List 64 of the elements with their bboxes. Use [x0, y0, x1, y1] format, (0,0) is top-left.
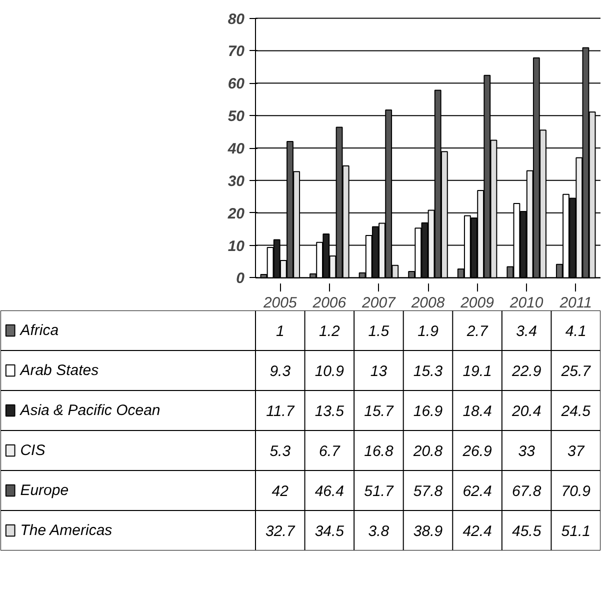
data-label: 15.7: [364, 403, 394, 420]
legend-label: Arab States: [19, 362, 100, 379]
data-label: 9.3: [270, 363, 292, 380]
x-tick-label: 2007: [361, 294, 396, 312]
data-label: 11.7: [266, 403, 295, 420]
data-label: 19.1: [462, 363, 492, 380]
data-label: 20.4: [510, 403, 542, 420]
data-label: 67.8: [512, 483, 542, 500]
data-label: 5.3: [270, 443, 292, 460]
data-label: 62.4: [462, 483, 492, 500]
data-label: 51.1: [561, 523, 590, 540]
x-tick-label: 2010: [508, 294, 544, 312]
legend-label: The Americas: [20, 522, 113, 539]
data-label: 70.9: [561, 483, 592, 500]
data-label: 46.4: [314, 483, 344, 500]
data-label: 22.9: [510, 363, 542, 380]
data-label: 37: [568, 443, 585, 460]
data-label: 57.8: [413, 483, 444, 500]
data-label: 10.9: [314, 363, 345, 380]
y-tick-label: 40: [226, 140, 246, 158]
y-tick-label: 80: [228, 10, 246, 28]
y-tick-label: 70: [228, 43, 246, 60]
data-label: 3.4: [516, 323, 538, 340]
data-label: 13: [370, 363, 388, 380]
legend-label: Asia & Pacific Ocean: [19, 402, 160, 419]
data-label: 32.7: [266, 523, 296, 540]
y-tick-label: 30: [228, 172, 246, 190]
data-label: 33: [518, 443, 536, 460]
data-label: 26.9: [462, 443, 493, 460]
x-tick-label: 2009: [460, 294, 495, 312]
legend-label: Africa: [19, 322, 59, 339]
data-label: 24.5: [560, 403, 592, 420]
data-label: 45.5: [512, 523, 542, 540]
y-tick-label: 0: [236, 270, 246, 288]
x-tick-label: 2011: [558, 294, 592, 312]
data-label: 51.7: [364, 483, 394, 500]
x-tick-label: 2008: [410, 294, 446, 312]
data-label: 4.1: [565, 323, 586, 340]
data-label: 13.5: [314, 403, 345, 420]
data-label: 1.5: [368, 323, 390, 340]
data-label: 1.9: [418, 323, 440, 340]
y-tick-label: 20: [226, 205, 246, 222]
data-label: 25.7: [560, 363, 592, 380]
data-label: 6.7: [319, 443, 341, 460]
data-label: 20.8: [412, 443, 444, 460]
x-tick-label: 2006: [312, 294, 347, 312]
y-tick-label: 60: [228, 76, 246, 93]
data-label: 38.9: [413, 523, 444, 540]
data-label: 18.4: [462, 403, 492, 420]
data-label: 2.7: [466, 323, 488, 340]
y-tick-label: 50: [228, 108, 246, 126]
data-label: 42: [272, 483, 290, 500]
legend-label: Europe: [20, 482, 69, 499]
x-tick-label: 2005: [262, 294, 298, 312]
data-label: 16.9: [413, 403, 444, 420]
data-label: 15.3: [413, 363, 444, 380]
data-label: 1: [276, 323, 284, 340]
legend-label: CIS: [20, 442, 46, 459]
data-label: 34.5: [314, 523, 345, 540]
data-label: 42.4: [462, 523, 492, 540]
data-label: 3.8: [368, 523, 390, 540]
data-label: 1.2: [319, 323, 341, 340]
y-tick-label: 10: [228, 238, 246, 255]
data-label: 16.8: [364, 443, 394, 460]
